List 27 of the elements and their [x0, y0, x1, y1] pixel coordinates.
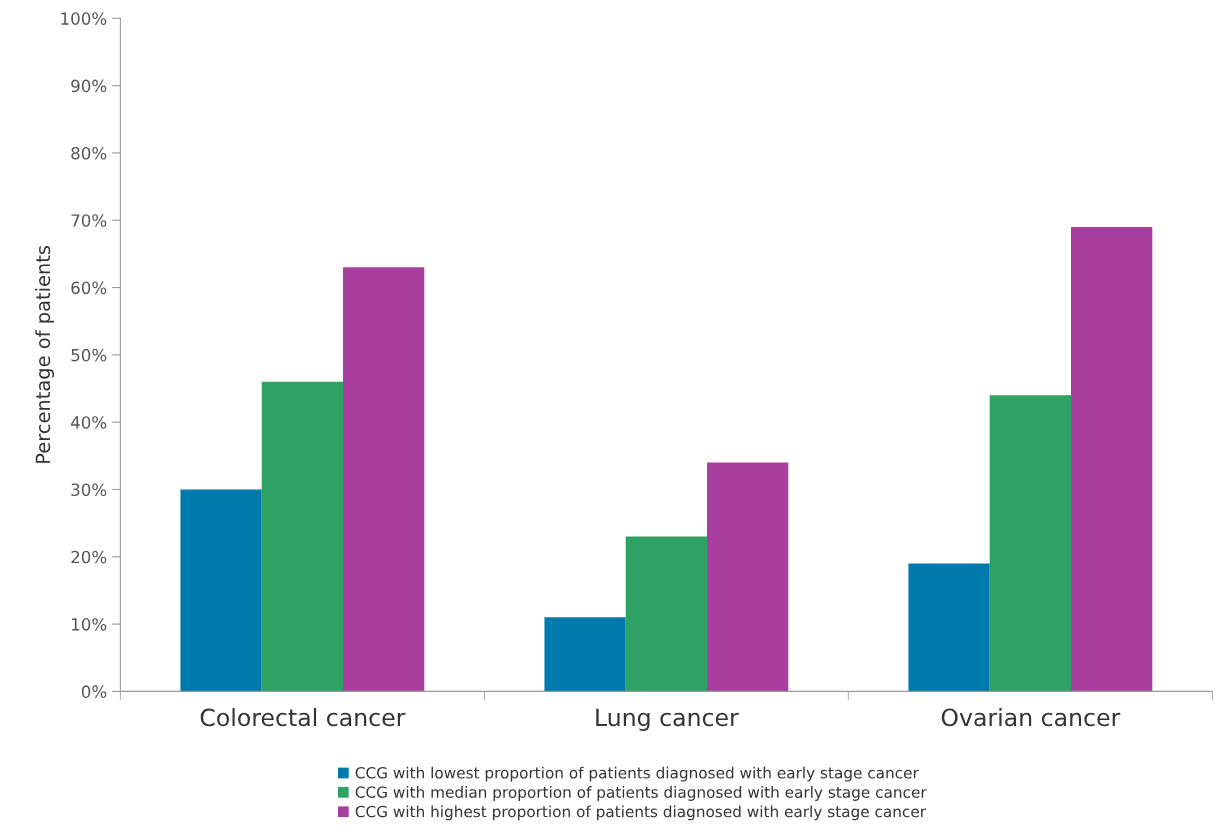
y-tick-label: 10% [71, 618, 107, 631]
y-tick-label: 20% [71, 550, 107, 564]
bar [180, 489, 262, 692]
y-tick-label: 30% [71, 483, 107, 497]
y-tick-label: 80% [71, 146, 107, 160]
y-tick-label: 100% [61, 12, 107, 25]
bar [343, 267, 425, 692]
bar [544, 617, 626, 692]
bar [908, 563, 990, 692]
x-tick-label: Ovarian cancer [941, 708, 1121, 727]
bar [261, 381, 344, 692]
bar [707, 462, 789, 692]
bar [989, 395, 1071, 692]
bar [625, 536, 708, 692]
y-tick-label: 50% [71, 348, 107, 362]
legend-label: CCG with median proportion of patients diagnosed with early stage cancer [355, 786, 927, 801]
y-tick-label: 40% [70, 416, 107, 429]
y-tick-label: 0% [81, 685, 107, 698]
x-tick-label: Lung cancer [596, 708, 739, 731]
legend-label: CCG with lowest proportion of patients diagnosed with early stage cancer [355, 766, 919, 782]
y-axis-title: Percentage of patients [35, 245, 54, 463]
legend-label: CCG with highest proportion of patients diagnosed with early stage cancer [355, 805, 927, 821]
x-tick-label: Colorectal cancer [200, 708, 406, 727]
y-tick-label: 60% [71, 281, 107, 295]
bar [1071, 226, 1153, 692]
y-tick-label: 90% [71, 79, 107, 93]
y-tick-label: 70% [71, 214, 107, 227]
